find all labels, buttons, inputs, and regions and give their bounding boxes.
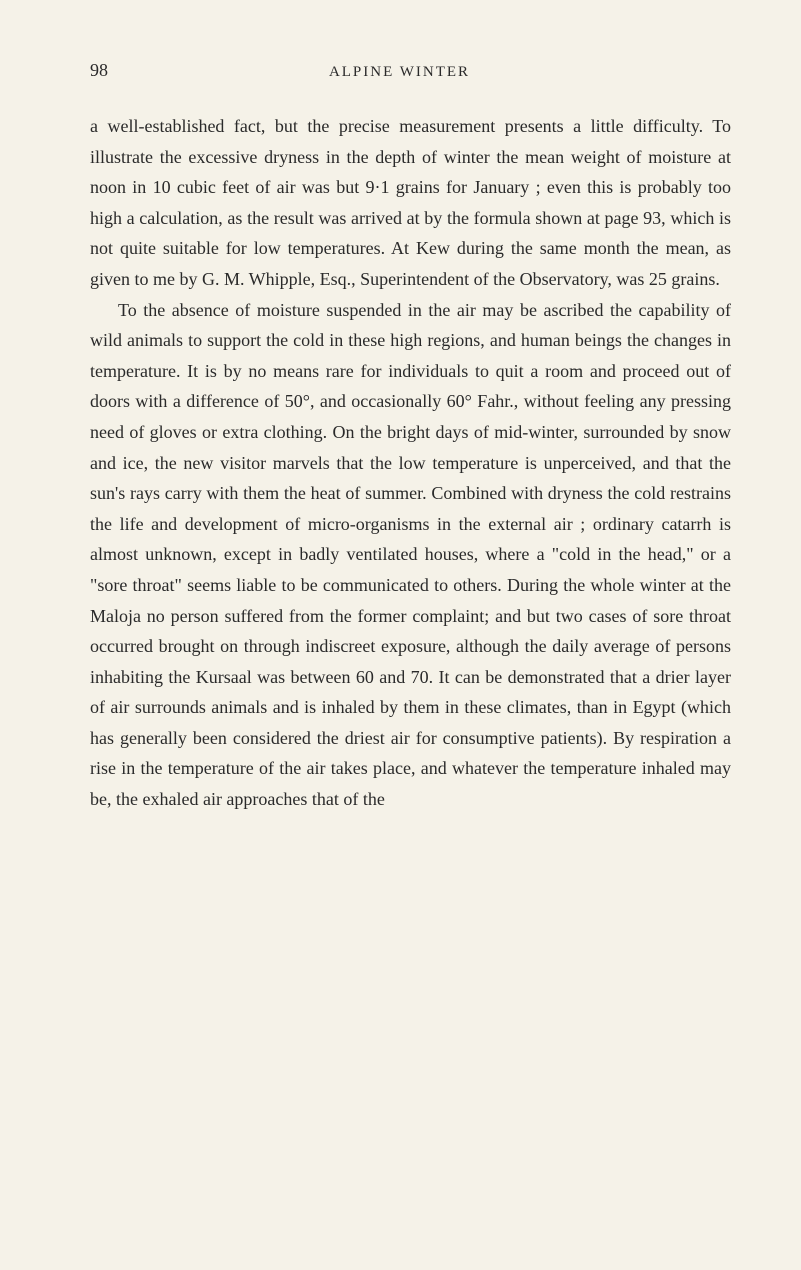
paragraph-2: To the absence of moisture suspended in … <box>90 295 731 815</box>
body-text: a well-established fact, but the precise… <box>90 111 731 815</box>
page-number: 98 <box>90 60 108 81</box>
paragraph-1: a well-established fact, but the precise… <box>90 111 731 295</box>
page-header: 98 ALPINE WINTER <box>90 60 731 81</box>
chapter-title: ALPINE WINTER <box>108 64 691 81</box>
